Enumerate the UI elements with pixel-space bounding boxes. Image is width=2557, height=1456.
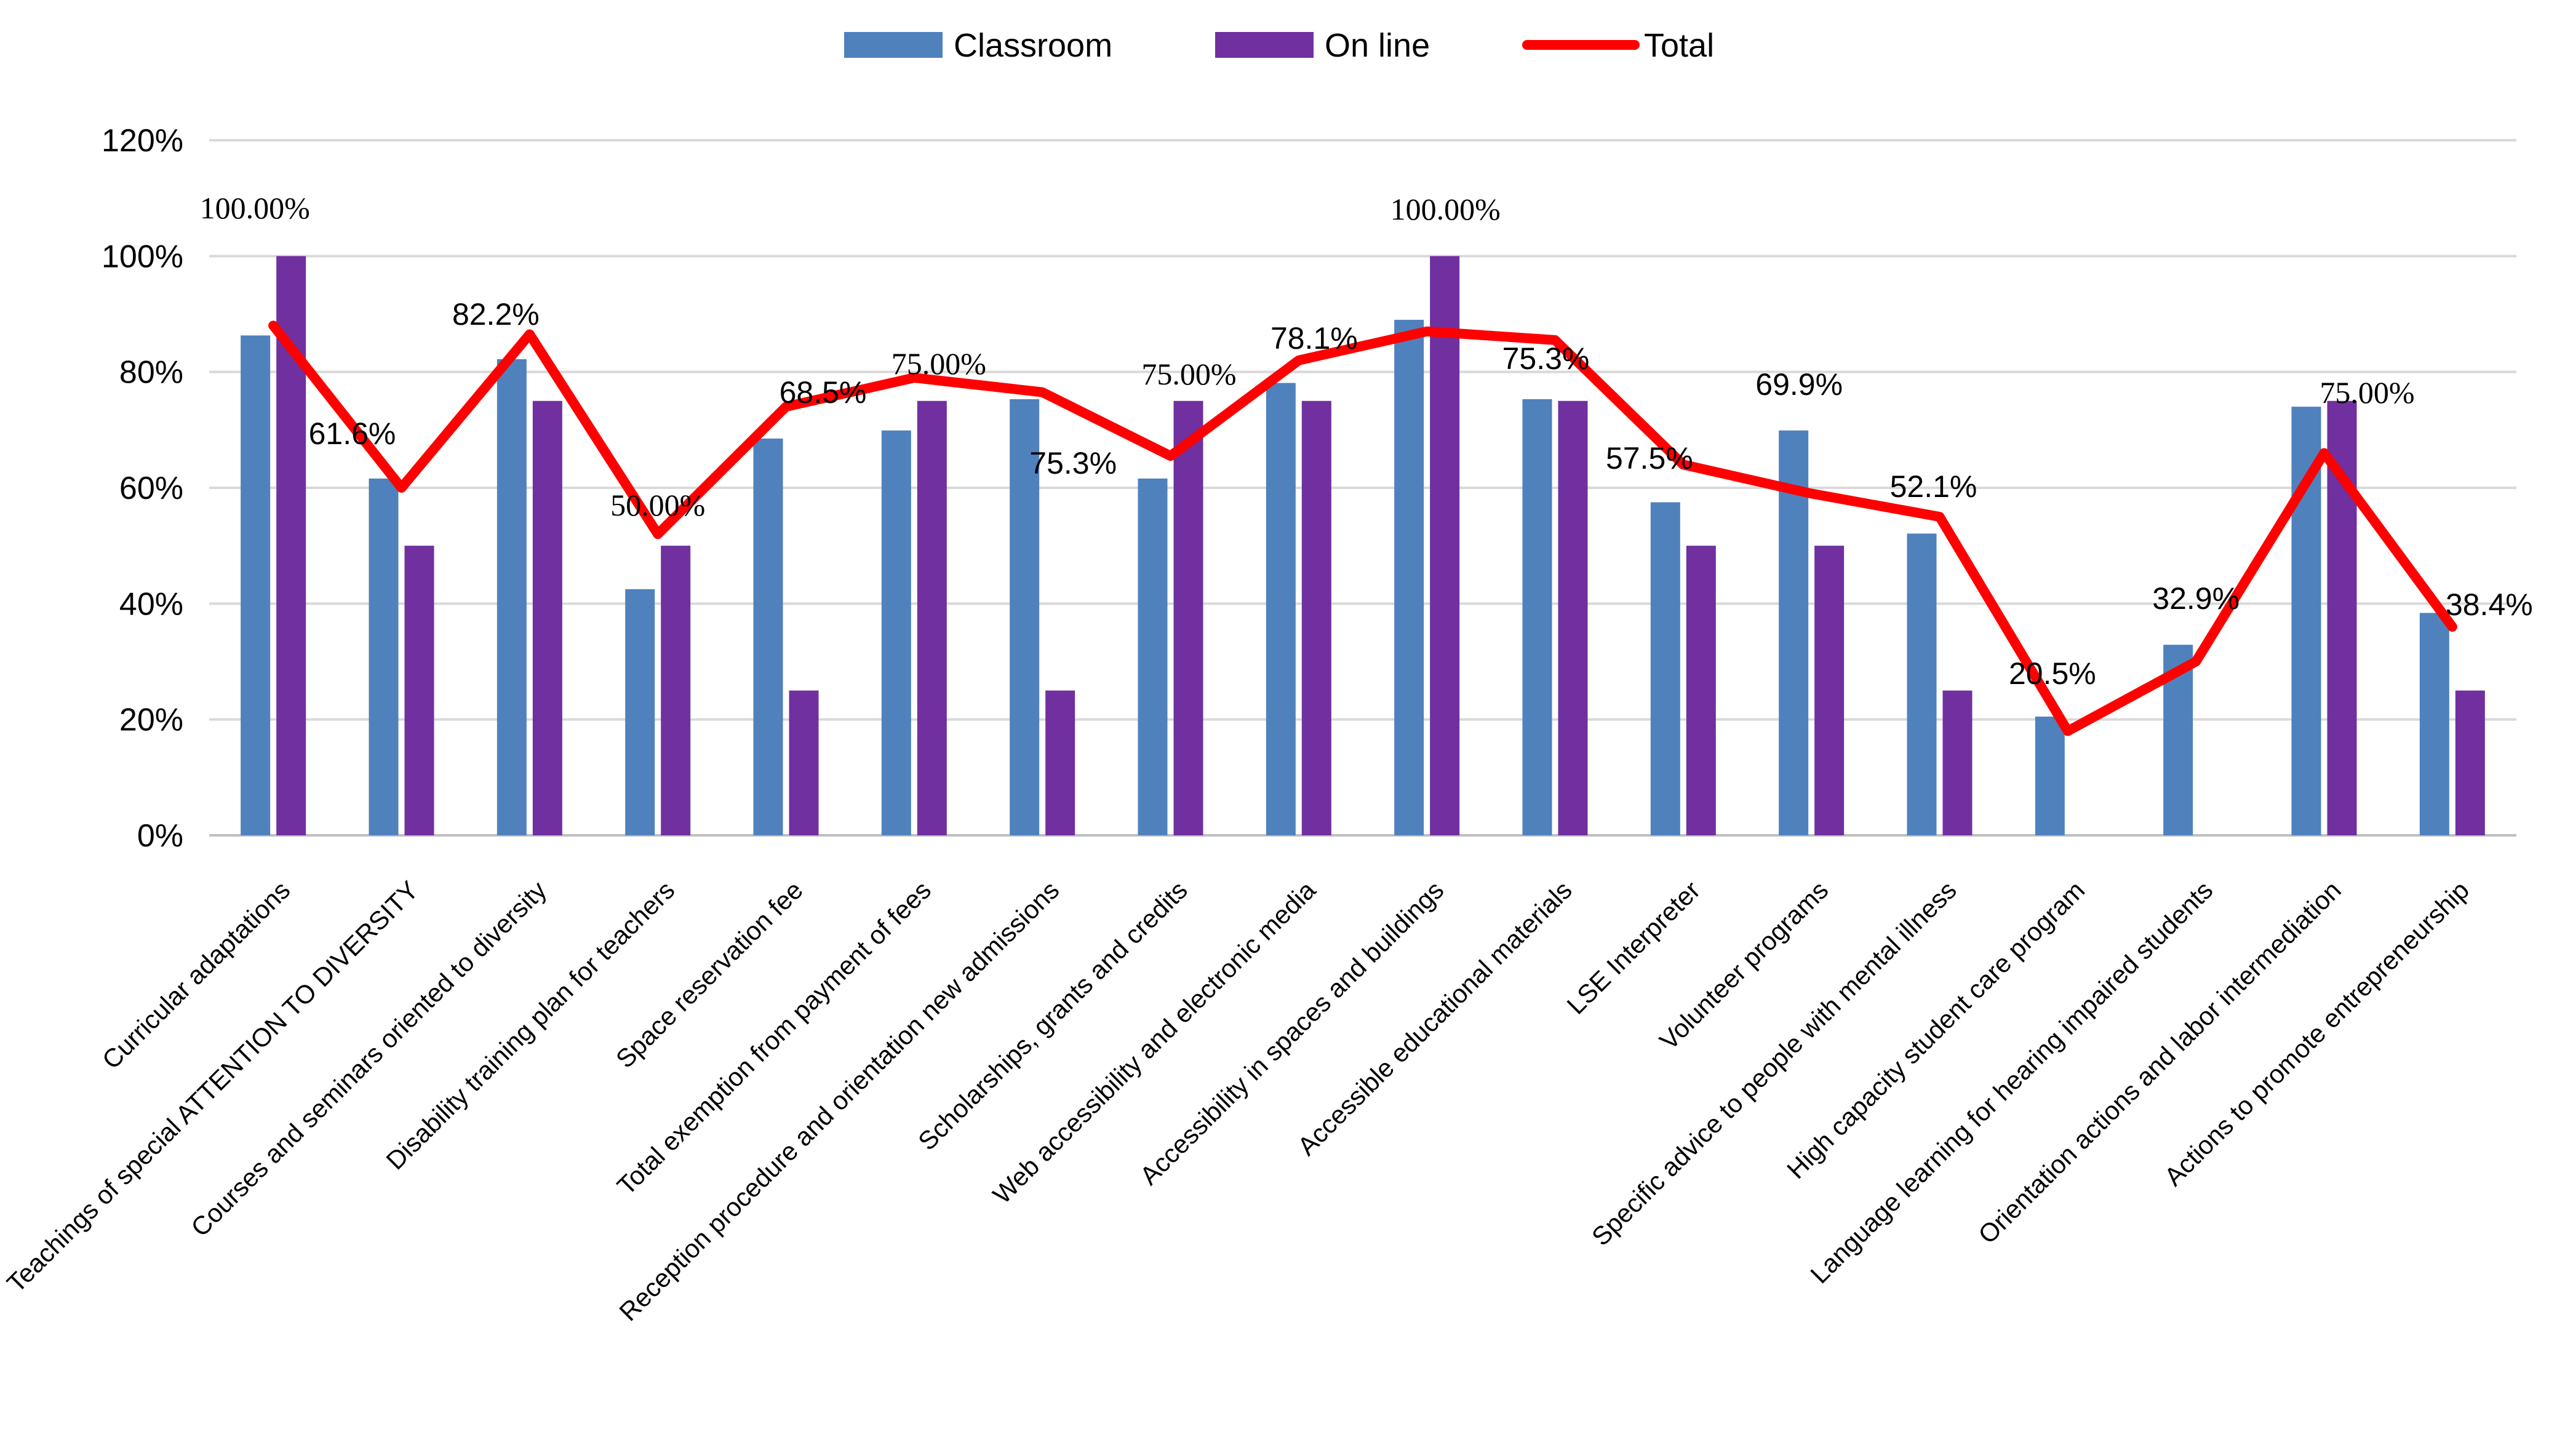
bar-classroom (241, 335, 271, 835)
data-label: 75.00% (1141, 357, 1236, 391)
x-tick-label: Disability training plan for teachers (380, 875, 680, 1175)
bar-classroom (1138, 478, 1168, 835)
bar-on-line (789, 690, 819, 835)
bar-on-line (1430, 256, 1460, 835)
data-label: 78.1% (1271, 321, 1358, 356)
legend: Classroom On line Total (844, 27, 1714, 64)
data-label: 69.9% (1755, 367, 1843, 402)
data-label: 52.1% (1890, 469, 1977, 504)
data-label: 75.3% (1502, 341, 1590, 376)
y-tick-label: 80% (119, 355, 183, 391)
y-tick-label: 100% (102, 239, 183, 274)
legend-swatch (844, 32, 943, 58)
legend-label: Total (1644, 27, 1714, 64)
bar-on-line (532, 400, 562, 835)
gridlines (209, 139, 2516, 837)
legend-swatch (1215, 32, 1314, 58)
data-label: 100.00% (1390, 192, 1501, 226)
bar-on-line (661, 546, 691, 835)
bar-classroom (625, 589, 655, 835)
bar-classroom (1650, 502, 1680, 835)
bars (241, 256, 2485, 835)
bar-classroom (1010, 399, 1040, 835)
data-label: 68.5% (780, 375, 867, 410)
bar-classroom (1779, 430, 1809, 835)
total-series-line (268, 320, 2457, 736)
bar-on-line (1686, 546, 1716, 835)
x-tick-label: LSE Interpreter (1562, 875, 1706, 1020)
x-tick-label: Scholarships, grants and credits (912, 875, 1193, 1156)
y-tick-label: 60% (119, 471, 183, 506)
data-label: 75.00% (892, 346, 986, 381)
bar-on-line (1814, 546, 1845, 835)
data-label: 82.2% (452, 297, 540, 332)
data-label: 75.00% (2320, 375, 2414, 410)
bar-classroom (369, 478, 399, 835)
x-tick-label: Reception procedure and orientation new … (613, 875, 1064, 1326)
bar-classroom (1266, 383, 1296, 835)
legend-label: Classroom (954, 27, 1112, 64)
bar-classroom (1522, 399, 1552, 835)
data-labels: 100.00% 61.6% 82.2% 50.00% 68.5% 75.00% 75.3% 7… (200, 191, 2533, 691)
data-label: 100.00% (200, 191, 310, 225)
x-tick-label: Accessible educational materials (1292, 875, 1578, 1161)
bar-on-line (2455, 690, 2485, 835)
y-tick-label: 0% (137, 818, 183, 854)
bar-classroom (2035, 716, 2065, 835)
bar-classroom (1907, 533, 1937, 835)
total-line (268, 320, 2457, 736)
bar-classroom (881, 430, 911, 835)
data-label: 20.5% (2009, 656, 2096, 691)
y-axis: 0% 20% 40% 60% 80% 100% 120% (102, 123, 183, 854)
data-label: 50.00% (610, 488, 705, 522)
data-label: 57.5% (1606, 441, 1693, 475)
y-tick-label: 20% (119, 702, 183, 738)
bar-on-line (1942, 690, 1973, 835)
y-tick-label: 40% (119, 586, 183, 622)
bar-on-line (1301, 400, 1331, 835)
bar-on-line (404, 546, 434, 835)
bar-on-line (1558, 400, 1588, 835)
bar-on-line (1173, 400, 1203, 835)
bar-classroom (2419, 613, 2449, 835)
data-label: 38.4% (2446, 587, 2533, 622)
legend-label: On line (1325, 27, 1430, 64)
bar-on-line (1045, 690, 1075, 835)
y-tick-label: 120% (102, 123, 183, 159)
data-label: 61.6% (309, 416, 396, 451)
bar-classroom (497, 359, 527, 835)
bar-classroom (753, 438, 783, 835)
bar-on-line (917, 400, 947, 835)
data-label: 32.9% (2152, 581, 2240, 616)
bar-classroom (1394, 319, 1424, 835)
data-label: 75.3% (1029, 446, 1117, 480)
